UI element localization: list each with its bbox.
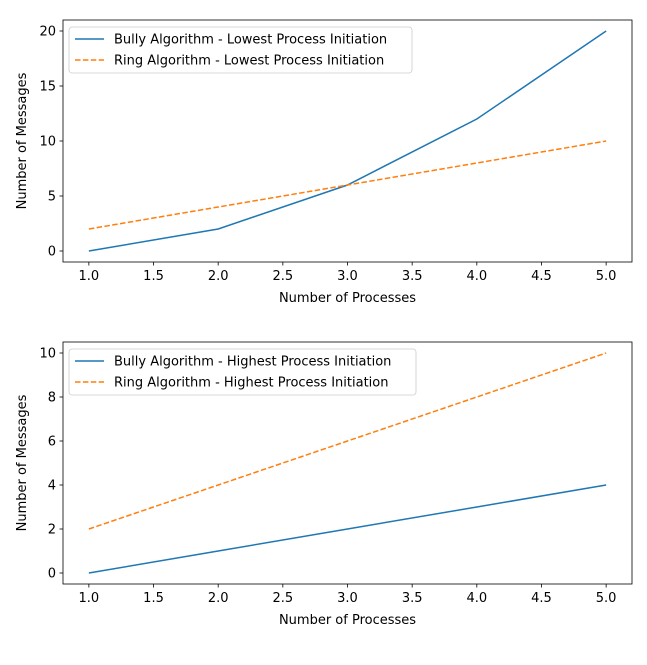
y-tick-label: 2: [48, 523, 56, 538]
y-tick-label: 0: [48, 567, 56, 582]
series-line-2: [88, 140, 607, 230]
legend: Bully Algorithm - Highest Process Initia…: [68, 348, 417, 396]
x-tick-label: 4.5: [531, 591, 552, 606]
x-tick-label: 5.0: [596, 591, 617, 606]
x-tick-label: 3.0: [337, 591, 358, 606]
y-tick-label: 15: [39, 80, 56, 95]
x-tick-label: 3.0: [337, 269, 358, 284]
x-tick-label: 4.0: [466, 591, 487, 606]
x-tick-label: 2.0: [208, 269, 229, 284]
legend: Bully Algorithm - Lowest Process Initiat…: [68, 26, 413, 74]
x-tick-label: 4.0: [466, 269, 487, 284]
x-tick-label: 1.5: [143, 269, 164, 284]
y-axis-label: Number of Messages: [15, 72, 30, 209]
series-line-2: [88, 352, 607, 530]
y-tick-label: 4: [48, 479, 56, 494]
legend-label-1: Bully Algorithm - Highest Process Initia…: [114, 355, 391, 370]
x-axis-label: Number of Processes: [279, 291, 416, 306]
y-tick-label: 5: [48, 190, 56, 205]
subplot-2: 1.0 1.5 2.0 2.5 3.0 3.5 4.0 4.5 5.0 0 2 4 6 8 10 Number…: [15, 341, 633, 628]
legend-label-2: Ring Algorithm - Highest Process Initiat…: [114, 376, 388, 391]
y-tick-label: 8: [48, 391, 56, 406]
y-tick-label: 6: [48, 435, 56, 450]
x-tick-label: 4.5: [531, 269, 552, 284]
x-tick-label: 5.0: [596, 269, 617, 284]
legend-box: [68, 26, 413, 74]
legend-label-1: Bully Algorithm - Lowest Process Initiat…: [114, 33, 387, 48]
y-tick-label: 0: [48, 245, 56, 260]
x-tick-label: 2.5: [272, 269, 293, 284]
legend-label-2: Ring Algorithm - Lowest Process Initiati…: [114, 54, 384, 69]
y-tick-label: 20: [39, 25, 56, 40]
x-tick-label: 2.0: [208, 591, 229, 606]
x-tick-label: 3.5: [402, 591, 423, 606]
series-line-1: [88, 484, 607, 574]
x-tick-label: 1.0: [79, 269, 100, 284]
y-axis-label: Number of Messages: [15, 394, 30, 531]
x-tick-label: 1.0: [79, 591, 100, 606]
x-tick-label: 1.5: [143, 591, 164, 606]
y-tick-label: 10: [39, 135, 56, 150]
legend-box: [68, 348, 417, 396]
y-tick-label: 10: [39, 347, 56, 362]
x-tick-label: 3.5: [402, 269, 423, 284]
x-tick-label: 2.5: [272, 591, 293, 606]
subplot-1: 1.0 1.5 2.0 2.5 3.0 3.5 4.0 4.5 5.0 0 5 10 15 20 Numbe…: [15, 19, 633, 306]
x-axis-label: Number of Processes: [279, 613, 416, 628]
